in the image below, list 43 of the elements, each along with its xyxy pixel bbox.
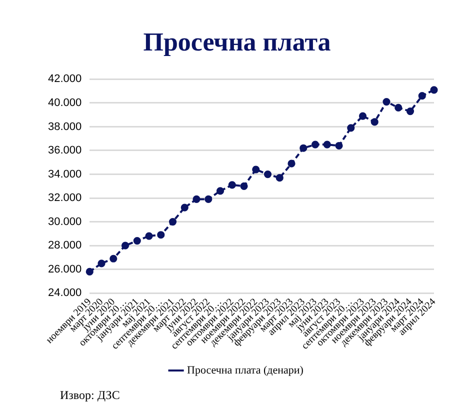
point (288, 160, 296, 168)
point (300, 144, 308, 152)
point (86, 268, 94, 276)
text: Извор: ДЗС (60, 388, 120, 402)
y-tick-label: 34.000 (48, 168, 82, 180)
y-tick-label: 28.000 (48, 240, 82, 252)
chart-title: Просечна плата (143, 27, 331, 56)
point (347, 124, 355, 132)
point (133, 237, 141, 245)
point (252, 166, 260, 174)
point (370, 118, 378, 126)
point (394, 104, 402, 112)
point (98, 260, 106, 268)
point (192, 195, 200, 204)
y-tick-label: 36.000 (48, 144, 82, 157)
point (335, 142, 343, 150)
point (121, 242, 130, 250)
point (157, 231, 165, 239)
point (358, 112, 367, 120)
point (204, 195, 212, 204)
y-tick-label: 42.000 (48, 73, 82, 86)
point (418, 92, 426, 100)
point (323, 140, 331, 148)
y-tick-label: 30.000 (48, 216, 82, 228)
point (168, 218, 177, 226)
point (240, 182, 248, 190)
point (216, 187, 224, 195)
point (180, 204, 188, 212)
point (430, 86, 438, 94)
y-tick-label: 32.000 (48, 192, 82, 204)
point (382, 98, 390, 106)
y-tick-label: 26.000 (48, 263, 82, 276)
point (110, 254, 118, 262)
point (264, 170, 272, 178)
point (145, 232, 153, 240)
point (311, 140, 320, 148)
y-tick-label: 24.000 (48, 287, 82, 300)
y-tick-label: 40.000 (48, 96, 82, 109)
point (228, 181, 236, 189)
point (276, 174, 284, 182)
legend-label: Просечна плата (денари) (187, 364, 304, 376)
point (406, 107, 414, 116)
y-tick-label: 38.000 (48, 120, 82, 133)
